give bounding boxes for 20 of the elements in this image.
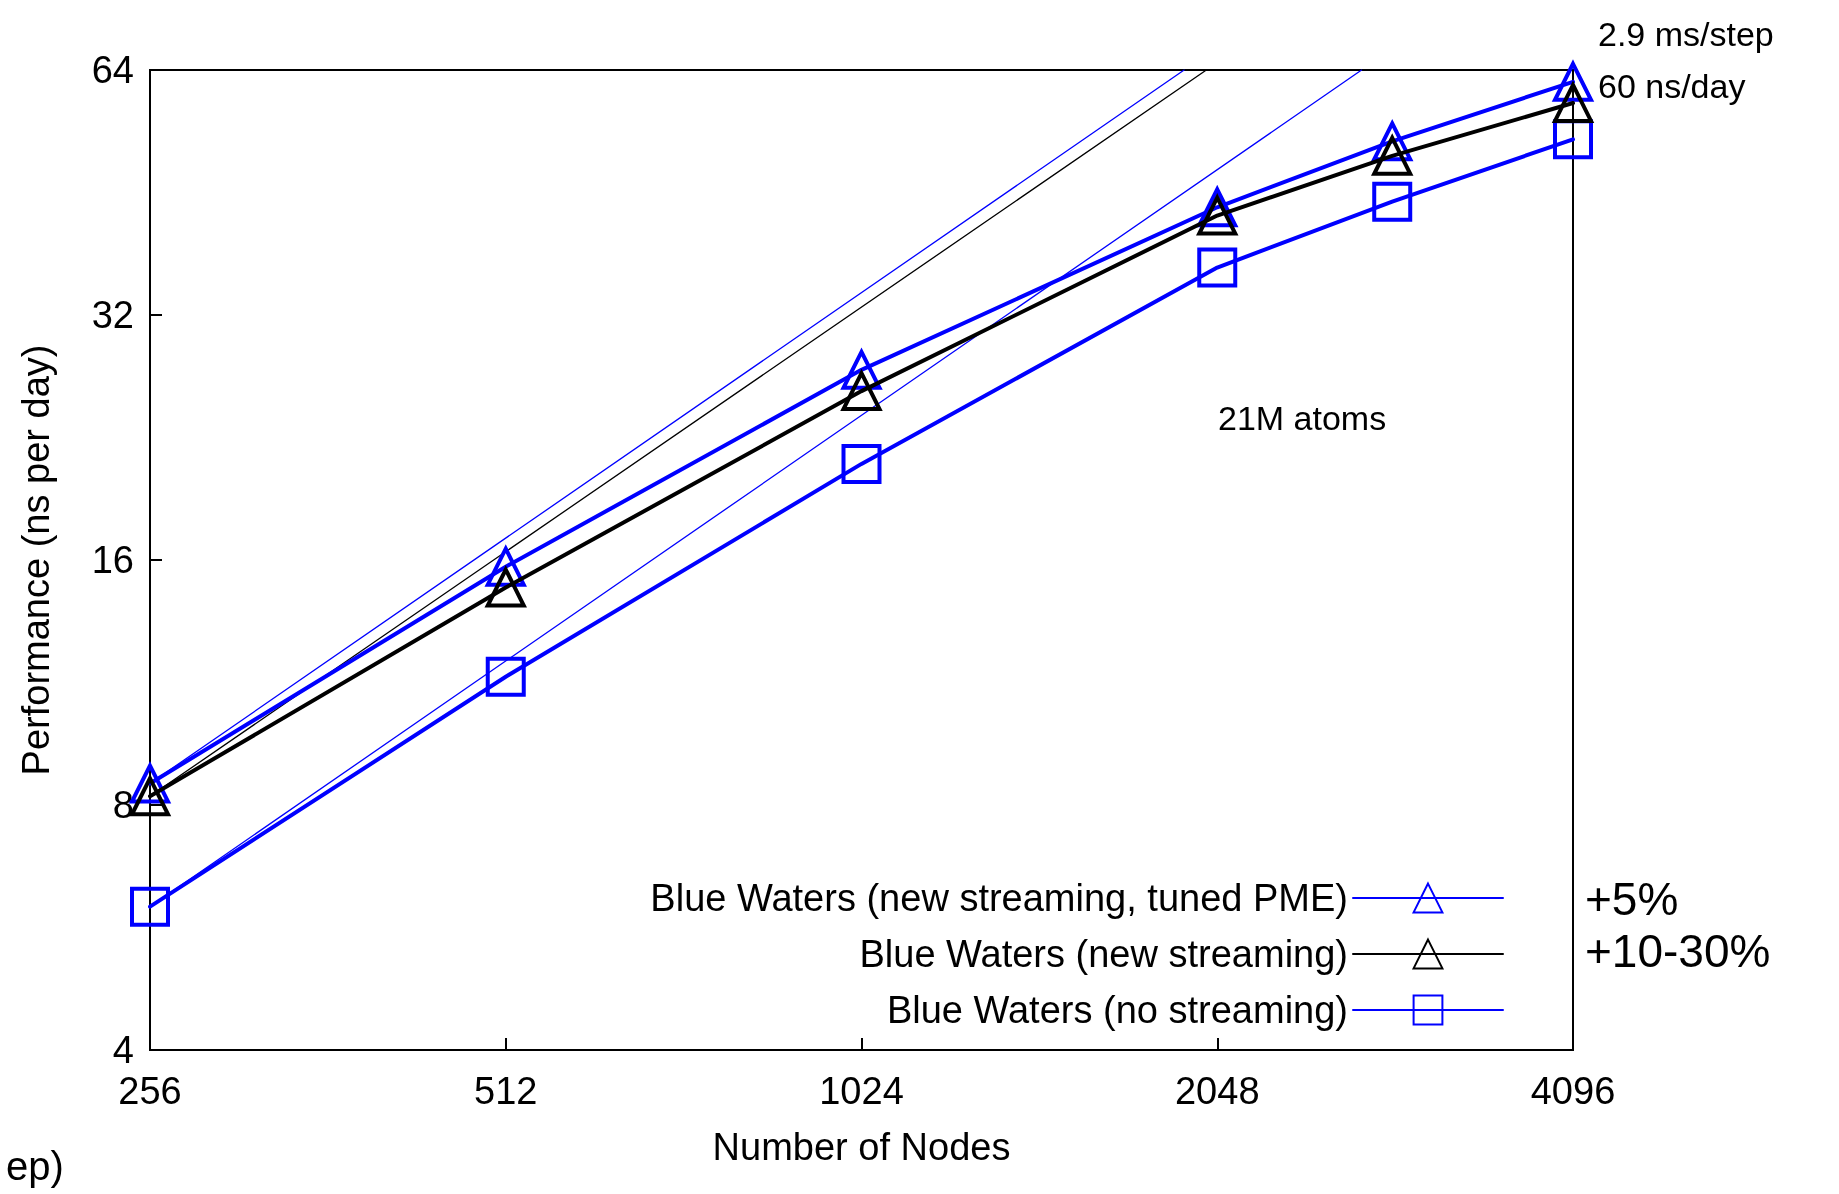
text: +10-30% [1585, 925, 1771, 977]
x-axis-title: Number of Nodes [712, 1126, 1011, 1168]
x-tick-label: 2048 [1174, 1070, 1260, 1112]
legend-label: Blue Waters (new streaming) [859, 933, 1348, 975]
y-tick-label: 8 [112, 784, 134, 826]
text: 2.9 ms/step 60 ns/day [1598, 15, 1774, 105]
y-tick-label: 32 [91, 294, 134, 336]
annotation: 21M atoms [1218, 399, 1387, 437]
x-tick-label: 256 [118, 1070, 182, 1112]
text: ep) [6, 1144, 64, 1188]
y-tick-label: 16 [91, 539, 134, 581]
legend-label: Blue Waters (no streaming) [886, 989, 1348, 1031]
y-tick-label: 4 [112, 1029, 134, 1071]
text: +5% [1585, 873, 1679, 925]
y-axis-title: Performance (ns per day) [15, 344, 57, 776]
y-tick-label: 64 [91, 49, 134, 91]
legend-label: Blue Waters (new streaming, tuned PME) [650, 877, 1348, 919]
x-tick-label: 4096 [1530, 1070, 1616, 1112]
x-tick-label: 1024 [819, 1070, 904, 1112]
x-tick-label: 512 [474, 1070, 538, 1112]
